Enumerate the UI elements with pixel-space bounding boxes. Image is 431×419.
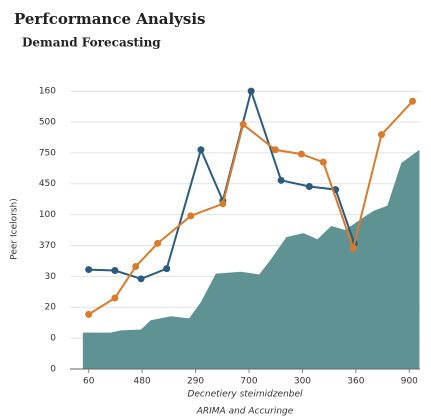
x-tick-label: 900 — [401, 377, 418, 387]
chart-subtitle: Demand Forecasting — [22, 36, 161, 50]
chart-title: Perfcormance Analysis — [14, 10, 205, 28]
y-tick-label: 20 — [45, 303, 57, 313]
x-tick-label: 360 — [347, 377, 364, 387]
point — [137, 275, 145, 283]
x-tick-label: 480 — [134, 377, 151, 387]
point — [247, 87, 255, 95]
point — [305, 183, 313, 191]
y-tick-label: 0 — [50, 365, 56, 375]
point — [219, 200, 227, 208]
y-axis-title: Peer Icelorsh) — [10, 198, 20, 260]
legend-text: ARIMA and Accuringe — [196, 407, 294, 417]
point — [297, 150, 305, 158]
point — [409, 97, 417, 105]
y-tick-label: 160 — [39, 87, 56, 97]
y-tick-label: 370 — [39, 241, 56, 251]
point — [277, 176, 285, 184]
point — [271, 146, 279, 154]
point — [197, 146, 205, 154]
point — [111, 294, 119, 302]
point — [154, 239, 162, 247]
point — [132, 262, 140, 270]
area — [82, 149, 420, 369]
point — [239, 120, 247, 128]
y-tick-label: 100 — [39, 210, 56, 220]
point — [111, 266, 119, 274]
point — [85, 266, 93, 274]
point — [187, 212, 195, 220]
y-tick-label: 450 — [39, 179, 56, 189]
y-tick-label: 30 — [45, 272, 57, 282]
x-tick-label: 300 — [294, 377, 311, 387]
point — [349, 244, 357, 252]
x-axis-title: Decnetiery steimidzenbel — [187, 390, 303, 400]
point — [319, 158, 327, 166]
y-tick-label: 500 — [39, 117, 56, 127]
point — [85, 310, 93, 318]
x-tick-label: 700 — [240, 377, 257, 387]
point — [378, 131, 386, 139]
point — [163, 265, 171, 273]
x-tick-label: 290 — [187, 377, 204, 387]
y-tick-label: 0 — [50, 334, 56, 344]
y-tick-label: 750 — [39, 148, 56, 158]
x-tick-label: 60 — [83, 377, 95, 387]
